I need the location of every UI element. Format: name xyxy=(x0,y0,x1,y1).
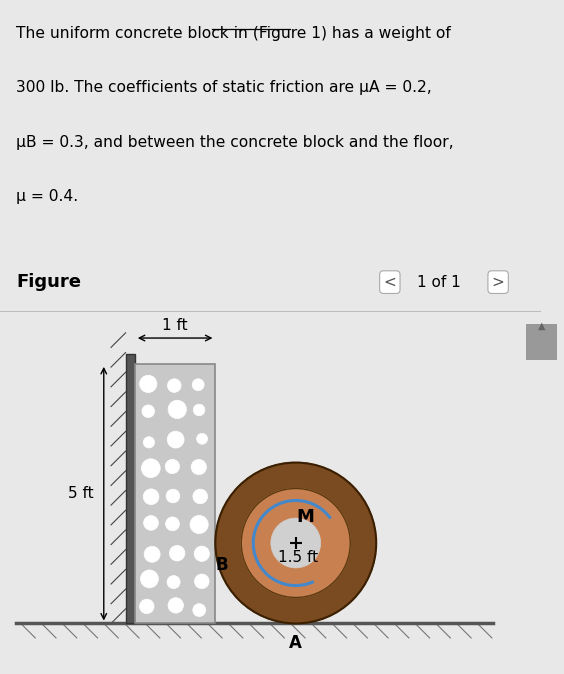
Circle shape xyxy=(143,489,159,505)
Circle shape xyxy=(139,599,154,613)
Text: M: M xyxy=(296,508,314,526)
Circle shape xyxy=(271,518,321,568)
Circle shape xyxy=(193,604,206,617)
Text: 300 lb. The coefficients of static friction are μA = 0.2,: 300 lb. The coefficients of static frict… xyxy=(16,80,432,96)
Circle shape xyxy=(142,405,155,417)
Circle shape xyxy=(140,570,158,588)
Circle shape xyxy=(166,489,180,503)
Circle shape xyxy=(193,404,205,416)
Circle shape xyxy=(168,598,183,613)
Circle shape xyxy=(197,433,208,444)
Text: 1.5 ft: 1.5 ft xyxy=(278,550,319,565)
Text: B: B xyxy=(215,556,228,574)
Circle shape xyxy=(144,547,160,562)
Text: A: A xyxy=(289,634,302,652)
Circle shape xyxy=(168,400,186,419)
Circle shape xyxy=(144,516,158,530)
Circle shape xyxy=(195,574,209,588)
Text: Figure: Figure xyxy=(16,273,81,291)
Circle shape xyxy=(142,459,160,478)
Text: >: > xyxy=(492,274,505,290)
Circle shape xyxy=(241,489,350,597)
Text: 1 ft: 1 ft xyxy=(162,317,188,332)
Circle shape xyxy=(215,462,376,623)
Circle shape xyxy=(166,517,179,531)
Circle shape xyxy=(190,516,208,534)
Circle shape xyxy=(192,379,204,391)
Text: ▲: ▲ xyxy=(537,321,545,331)
Circle shape xyxy=(143,437,155,448)
Circle shape xyxy=(194,546,209,561)
Text: μ = 0.4.: μ = 0.4. xyxy=(16,189,78,204)
Text: 1 of 1: 1 of 1 xyxy=(417,274,460,290)
Text: The uniform concrete block in (Figure 1) has a weight of: The uniform concrete block in (Figure 1)… xyxy=(16,26,451,41)
Circle shape xyxy=(167,431,184,448)
Circle shape xyxy=(165,460,179,474)
Bar xyxy=(526,324,557,361)
Circle shape xyxy=(167,576,180,588)
Text: <: < xyxy=(384,274,396,290)
Circle shape xyxy=(168,379,181,392)
Circle shape xyxy=(191,460,206,474)
Bar xyxy=(126,354,135,623)
Text: 5 ft: 5 ft xyxy=(68,486,93,501)
Bar xyxy=(135,364,215,623)
Circle shape xyxy=(193,489,208,503)
Text: μB = 0.3, and between the concrete block and the floor,: μB = 0.3, and between the concrete block… xyxy=(16,135,454,150)
Circle shape xyxy=(140,375,157,392)
Circle shape xyxy=(169,545,185,561)
